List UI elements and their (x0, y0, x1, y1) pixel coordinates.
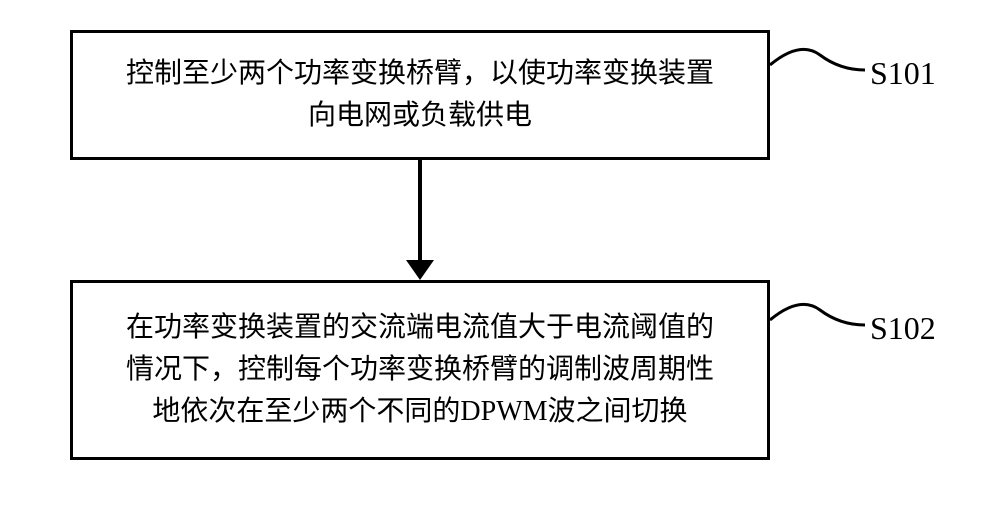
arrow-head-1 (406, 260, 434, 280)
box1-line2: 向电网或负载供电 (308, 100, 532, 131)
flowchart-box-1: 控制至少两个功率变换桥臂，以使功率变换装置 向电网或负载供电 (70, 30, 770, 160)
box2-line2: 情况下，控制每个功率变换桥臂的调制波周期性 (126, 354, 714, 385)
flowchart-container: 控制至少两个功率变换桥臂，以使功率变换装置 向电网或负载供电 S101 在功率变… (0, 0, 1000, 514)
box1-text: 控制至少两个功率变换桥臂，以使功率变换装置 向电网或负载供电 (126, 53, 714, 137)
step-label-1: S101 (870, 55, 936, 92)
step-label-2: S102 (870, 310, 936, 347)
box1-line1: 控制至少两个功率变换桥臂，以使功率变换装置 (126, 58, 714, 89)
box2-line1: 在功率变换装置的交流端电流值大于电流阈值的 (126, 312, 714, 343)
box2-line3: 地依次在至少两个不同的DPWM波之间切换 (152, 396, 687, 427)
flowchart-box-2: 在功率变换装置的交流端电流值大于电流阈值的 情况下，控制每个功率变换桥臂的调制波… (70, 280, 770, 460)
box2-text: 在功率变换装置的交流端电流值大于电流阈值的 情况下，控制每个功率变换桥臂的调制波… (126, 307, 714, 433)
arrow-line-1 (418, 160, 422, 265)
connector-curve-1 (770, 40, 870, 90)
connector-curve-2 (770, 295, 870, 345)
